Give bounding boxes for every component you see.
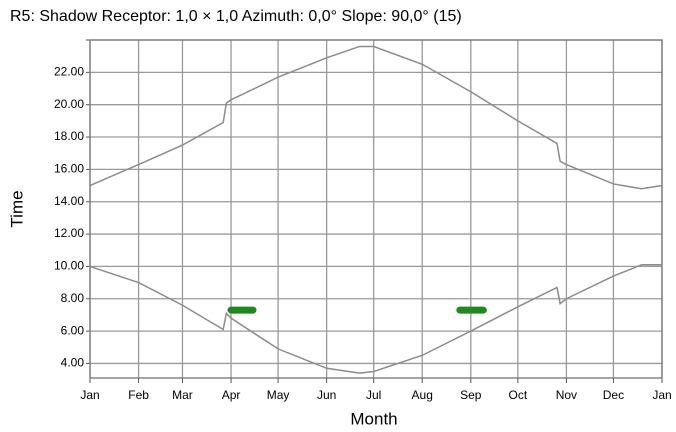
y-tick-label: 18.00 bbox=[54, 129, 84, 143]
x-tick-label: Oct bbox=[508, 388, 527, 402]
y-tick-label: 22.00 bbox=[54, 65, 84, 79]
line-series bbox=[89, 264, 662, 374]
y-tick-label: 8.00 bbox=[61, 291, 85, 305]
x-tick-label: Aug bbox=[412, 388, 433, 402]
y-tick-label: 16.00 bbox=[54, 162, 84, 176]
x-tick-label: Jan bbox=[80, 388, 99, 402]
x-axis-label: Month bbox=[350, 409, 397, 428]
x-tick-label: Mar bbox=[172, 388, 193, 402]
y-tick-label: 10.00 bbox=[54, 259, 84, 273]
chart-title: R5: Shadow Receptor: 1,0 × 1,0 Azimuth: … bbox=[10, 8, 462, 25]
line-series bbox=[89, 45, 663, 190]
x-tick-label: Nov bbox=[556, 388, 577, 402]
x-tick-label: May bbox=[267, 388, 290, 402]
x-tick-label: Sep bbox=[460, 388, 482, 402]
y-tick-label: 14.00 bbox=[54, 194, 84, 208]
x-tick-label: Apr bbox=[222, 388, 241, 402]
y-tick-label: 6.00 bbox=[61, 323, 85, 337]
y-tick-label: 20.00 bbox=[54, 97, 84, 111]
x-tick-label: Jan bbox=[652, 388, 671, 402]
y-axis-label: Time bbox=[7, 190, 26, 227]
y-tick-label: 12.00 bbox=[54, 226, 84, 240]
plot-frame bbox=[89, 39, 663, 379]
y-tick-label: 4.00 bbox=[61, 356, 85, 370]
x-tick-label: Jun bbox=[317, 388, 336, 402]
x-tick-label: Jul bbox=[366, 388, 381, 402]
x-tick-label: Dec bbox=[603, 388, 624, 402]
x-tick-label: Feb bbox=[128, 388, 149, 402]
